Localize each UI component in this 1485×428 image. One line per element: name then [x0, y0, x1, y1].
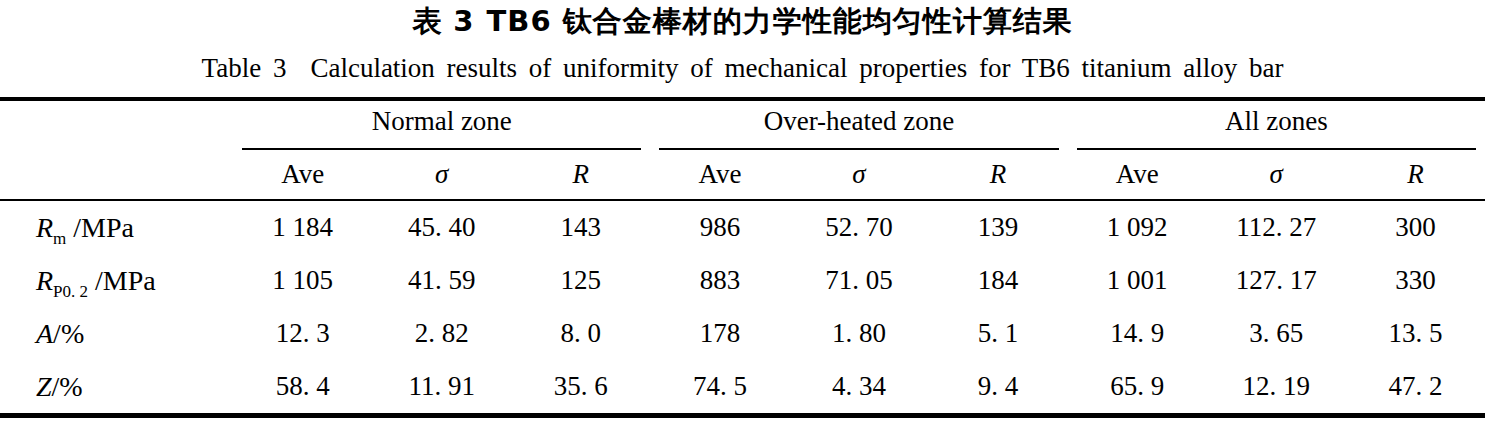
data-cell: 139 [929, 200, 1068, 254]
data-cell: 125 [511, 254, 650, 307]
data-cell: 74. 5 [650, 360, 789, 416]
row-label-subscript: P0. 2 [53, 281, 88, 300]
data-cell: 1 092 [1068, 200, 1207, 254]
data-cell: 2. 82 [372, 307, 511, 360]
data-cell: 330 [1346, 254, 1485, 307]
data-cell: 300 [1346, 200, 1485, 254]
row-label-symbol: R [36, 212, 53, 243]
data-cell: 12. 19 [1207, 360, 1346, 416]
data-cell: 1 184 [233, 200, 372, 254]
subheader-row: Ave σ R Ave σ R Ave σ R [0, 150, 1485, 200]
data-cell: 47. 2 [1346, 360, 1485, 416]
table-row-a: A/% 12. 3 2. 82 8. 0 178 1. 80 5. 1 14. … [0, 307, 1485, 360]
table-title-chinese-text: TB6 钛合金棒材的力学性能均匀性计算结果 [487, 4, 1073, 38]
data-cell: 1. 80 [789, 307, 928, 360]
data-cell: 9. 4 [929, 360, 1068, 416]
row-label-symbol: R [36, 265, 53, 296]
data-cell: 4. 34 [789, 360, 928, 416]
column-header-ave: Ave [650, 150, 789, 200]
data-cell: 3. 65 [1207, 307, 1346, 360]
column-header-sigma: σ [789, 150, 928, 200]
data-cell: 71. 05 [789, 254, 928, 307]
data-cell: 112. 27 [1207, 200, 1346, 254]
data-cell: 14. 9 [1068, 307, 1207, 360]
group-header-overheated-zone: Over-heated zone [650, 99, 1067, 150]
paper-table-page: 表 3 TB6 钛合金棒材的力学性能均匀性计算结果 Table 3 Calculat… [0, 0, 1485, 428]
table-number-chinese: 表 3 [412, 4, 474, 38]
data-cell: 11. 91 [372, 360, 511, 416]
row-label: Z/% [0, 360, 233, 416]
data-cell: 12. 3 [233, 307, 372, 360]
data-cell: 13. 5 [1346, 307, 1485, 360]
column-header-ave: Ave [233, 150, 372, 200]
row-label-subscript: m [53, 228, 66, 247]
row-label-unit: /% [53, 318, 84, 349]
data-cell: 1 105 [233, 254, 372, 307]
table-number-english: Table 3 [202, 53, 287, 83]
row-label: Rm /MPa [0, 200, 233, 254]
row-label: A/% [0, 307, 233, 360]
group-header-normal-zone: Normal zone [233, 99, 650, 150]
data-cell: 8. 0 [511, 307, 650, 360]
data-cell: 143 [511, 200, 650, 254]
data-cell: 41. 59 [372, 254, 511, 307]
group-label: Normal zone [242, 106, 641, 150]
column-header-range: R [1346, 150, 1485, 200]
corner-cell [0, 150, 233, 200]
row-label-symbol: Z [36, 371, 52, 402]
data-cell: 127. 17 [1207, 254, 1346, 307]
group-header-row: Normal zone Over-heated zone All zones [0, 99, 1485, 150]
data-cell: 184 [929, 254, 1068, 307]
data-cell: 5. 1 [929, 307, 1068, 360]
column-header-range: R [511, 150, 650, 200]
data-cell: 65. 9 [1068, 360, 1207, 416]
table-title-english: Table 3 Calculation results of uniformity… [0, 51, 1485, 85]
corner-cell [0, 99, 233, 150]
group-header-all-zones: All zones [1068, 99, 1485, 150]
results-table: Normal zone Over-heated zone All zones A… [0, 97, 1485, 418]
data-cell: 35. 6 [511, 360, 650, 416]
table-row-rp02: RP0. 2 /MPa 1 105 41. 59 125 883 71. 05 … [0, 254, 1485, 307]
column-header-ave: Ave [1068, 150, 1207, 200]
column-header-sigma: σ [372, 150, 511, 200]
table-title-english-text: Calculation results of uniformity of mec… [310, 53, 1283, 83]
row-label-unit: /MPa [66, 212, 134, 243]
group-label: All zones [1077, 106, 1476, 150]
table-title-chinese: 表 3 TB6 钛合金棒材的力学性能均匀性计算结果 [0, 3, 1485, 39]
table-row-z: Z/% 58. 4 11. 91 35. 6 74. 5 4. 34 9. 4 … [0, 360, 1485, 416]
row-label-unit: /MPa [88, 265, 156, 296]
row-label-unit: /% [52, 371, 83, 402]
data-cell: 52. 70 [789, 200, 928, 254]
data-cell: 1 001 [1068, 254, 1207, 307]
row-label: RP0. 2 /MPa [0, 254, 233, 307]
table-row-rm: Rm /MPa 1 184 45. 40 143 986 52. 70 139 … [0, 200, 1485, 254]
data-cell: 883 [650, 254, 789, 307]
group-label: Over-heated zone [659, 106, 1058, 150]
data-cell: 58. 4 [233, 360, 372, 416]
row-label-symbol: A [36, 318, 53, 349]
column-header-sigma: σ [1207, 150, 1346, 200]
column-header-range: R [929, 150, 1068, 200]
data-cell: 178 [650, 307, 789, 360]
data-cell: 986 [650, 200, 789, 254]
data-cell: 45. 40 [372, 200, 511, 254]
